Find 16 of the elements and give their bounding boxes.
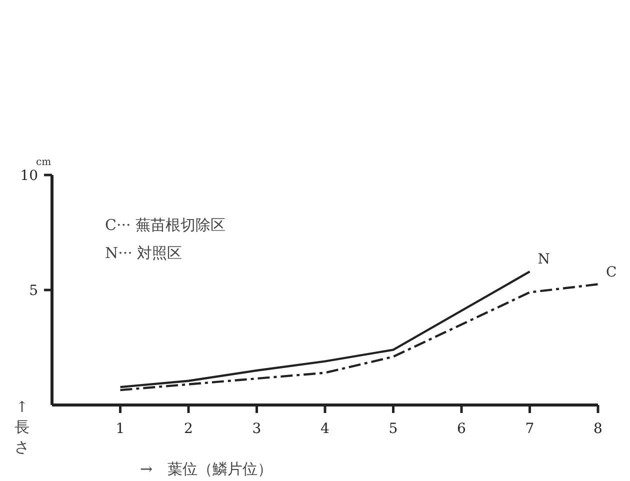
x-tick-label: 4 <box>320 421 330 437</box>
x-tick-label: 5 <box>388 421 398 437</box>
y-axis-title: ↑長さ <box>14 398 30 456</box>
series-label: C <box>606 264 617 280</box>
y-tick-label: 10 <box>20 168 38 184</box>
x-tick-label: 3 <box>252 421 262 437</box>
x-axis-title: → 葉位（鱗片位） <box>140 460 273 478</box>
x-tick-label: 1 <box>116 421 125 437</box>
x-tick-label: 2 <box>184 421 193 437</box>
annotation: C··· 蕪苗根切除区 <box>105 216 226 234</box>
text: cm <box>36 157 52 168</box>
x-tick-label: 6 <box>457 421 466 437</box>
x-tick-label: 7 <box>525 421 534 437</box>
annotation: N··· 対照区 <box>105 244 182 262</box>
series-label: N <box>538 252 550 268</box>
x-tick-label: 8 <box>594 421 602 437</box>
